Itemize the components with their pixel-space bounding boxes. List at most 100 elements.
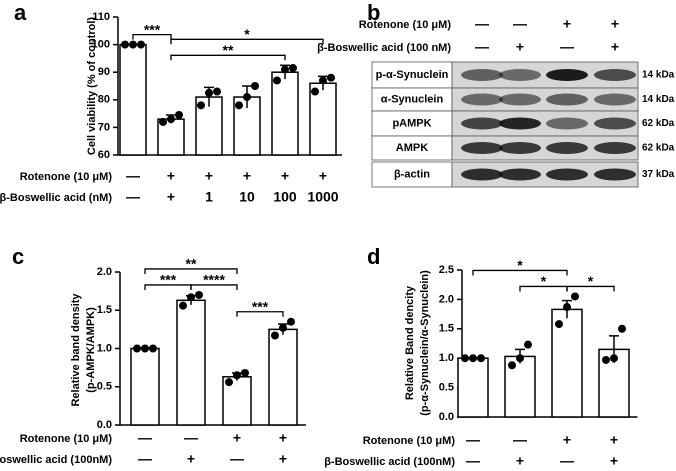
condition-mark: + — [516, 39, 524, 55]
bar — [268, 328, 298, 426]
condition-mark: + — [563, 16, 571, 32]
condition-mark: + — [233, 430, 241, 446]
band-size: 14 kDa — [642, 94, 675, 105]
data-point — [129, 40, 137, 49]
data-point — [311, 87, 319, 96]
significance-bracket — [144, 268, 238, 274]
panel-label: a — [14, 0, 27, 25]
y-tick-label: 0.5 — [97, 381, 112, 393]
data-point — [167, 115, 175, 124]
condition-mark: + — [319, 168, 327, 184]
band-size: 62 kDa — [642, 118, 675, 129]
data-point — [571, 292, 579, 301]
y-axis-label: Relative band density — [70, 293, 82, 407]
blot-label-box — [371, 135, 453, 161]
y-axis-label: Relative Band dencity — [404, 285, 416, 400]
blot-band — [546, 117, 588, 130]
condition-mark: — — [513, 432, 527, 448]
band-label: p-α-Synuclein — [376, 69, 449, 81]
significance-bracket — [236, 311, 284, 317]
significance-label: ** — [223, 42, 234, 58]
condition-mark: + — [563, 432, 571, 448]
condition-mark: + — [610, 432, 618, 448]
significance-label: * — [541, 273, 547, 289]
condition-mark: + — [187, 451, 195, 467]
blot-band — [499, 142, 541, 154]
data-point — [618, 324, 626, 333]
significance-label: * — [244, 26, 250, 42]
data-point — [137, 40, 145, 49]
data-point — [225, 378, 233, 387]
condition-mark: — — [560, 453, 574, 469]
condition-mark: + — [167, 168, 175, 184]
blot-band — [594, 93, 636, 106]
data-point — [195, 290, 203, 299]
data-point — [279, 323, 287, 332]
data-point — [327, 73, 335, 82]
data-point — [461, 354, 469, 363]
condition-label: Rotenone (10 μM) — [363, 435, 456, 447]
panel-label: c — [12, 244, 24, 269]
condition-mark: + — [611, 39, 619, 55]
blot-band — [499, 117, 541, 130]
blot-band — [594, 168, 636, 181]
blot-band — [546, 142, 588, 154]
significance-label: *** — [144, 21, 161, 37]
data-point — [197, 101, 205, 110]
data-point — [141, 344, 149, 353]
blot-band — [461, 142, 503, 154]
blot-band — [499, 93, 541, 106]
condition-label: Rotenone (10 μM) — [359, 19, 452, 31]
data-point — [187, 293, 195, 302]
data-point — [289, 64, 297, 73]
data-point — [235, 101, 243, 110]
data-point — [319, 76, 327, 85]
condition-mark: 1 — [205, 189, 213, 205]
condition-mark: + — [610, 453, 618, 469]
data-point — [213, 87, 221, 96]
condition-mark: + — [516, 453, 524, 469]
band-size: 14 kDa — [642, 70, 675, 81]
condition-label: Rotenone (10 μM) — [20, 171, 113, 183]
blot-band — [594, 142, 636, 154]
data-point — [179, 301, 187, 310]
y-tick-label: 80 — [98, 94, 110, 106]
condition-mark: — — [466, 432, 480, 448]
condition-label: β-Boswellic acid (nM) — [0, 192, 112, 204]
band-label: α-Synuclein — [381, 93, 444, 105]
y-tick-label: 0.0 — [439, 411, 454, 423]
condition-mark: 1000 — [307, 189, 338, 205]
significance-bracket — [190, 284, 238, 290]
blot-band — [546, 168, 588, 181]
y-axis-label: Cell viability (% of control) — [86, 17, 98, 155]
data-point — [563, 303, 571, 312]
data-point — [233, 371, 241, 380]
blot-band — [546, 93, 588, 106]
blot-band — [546, 69, 588, 81]
significance-bracket — [170, 54, 286, 61]
data-point — [516, 354, 524, 363]
condition-mark: + — [279, 430, 287, 446]
panel-label: d — [367, 244, 380, 269]
condition-label: β-Boswellic acid (100nM) — [324, 456, 455, 468]
bar — [271, 71, 299, 156]
condition-mark: + — [243, 168, 251, 184]
data-point — [205, 88, 213, 97]
blot-band — [499, 168, 541, 181]
significance-label: ** — [186, 256, 197, 272]
band-size: 37 kDa — [642, 169, 675, 180]
blot-band — [594, 69, 636, 81]
significance-bracket — [132, 33, 172, 40]
condition-mark: 100 — [273, 189, 297, 205]
y-tick-label: 100 — [92, 39, 110, 51]
significance-bracket — [472, 269, 568, 276]
blot-band — [461, 69, 503, 81]
data-point — [602, 355, 610, 364]
data-point — [273, 76, 281, 85]
data-point — [610, 354, 618, 363]
condition-label: Rotenone (10 μM) — [20, 433, 113, 445]
blot-band — [594, 117, 636, 130]
blot-label-box — [371, 110, 453, 137]
